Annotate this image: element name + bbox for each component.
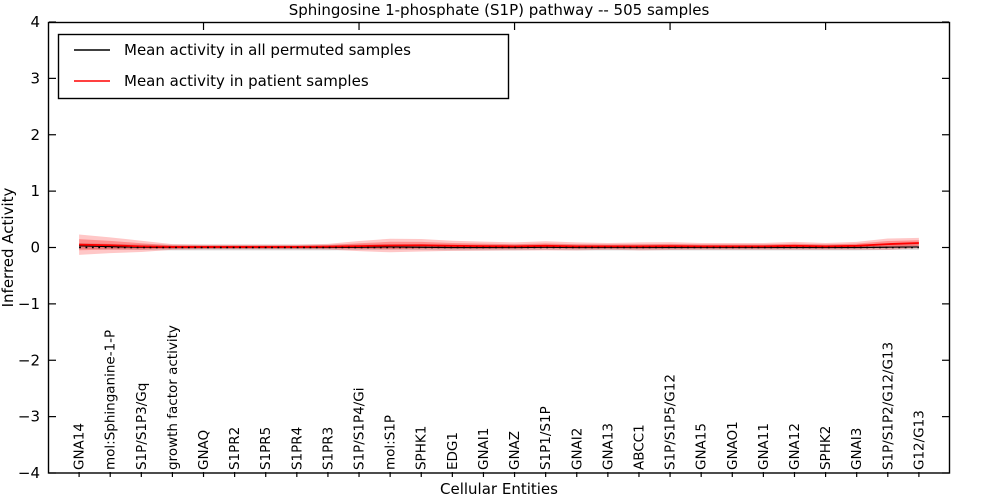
x-category-label: GNAI1 <box>476 428 492 470</box>
x-category-label: S1P/S1P4/Gi <box>352 388 368 471</box>
x-category-label: mol:Sphinganine-1-P <box>103 330 119 470</box>
y-tick-label: 0 <box>30 239 40 257</box>
x-category-label: GNA13 <box>600 423 616 470</box>
chart-title: Sphingosine 1-phosphate (S1P) pathway --… <box>289 1 710 19</box>
x-category-label: SPHK1 <box>414 426 430 470</box>
x-category-label: SPHK2 <box>818 426 834 470</box>
x-category-label: S1PR4 <box>289 427 305 470</box>
patient-std-band-outer <box>79 234 919 255</box>
x-category-label: S1PR3 <box>320 427 336 470</box>
patient-mean-line <box>79 242 919 248</box>
legend-label-permuted: Mean activity in all permuted samples <box>124 41 411 59</box>
plot-area: −4 −3 −2 −1 0 1 2 3 4 GNA14 mol:Sphinganine-1-P S1P… <box>18 13 949 482</box>
x-category-label: ABCC1 <box>631 424 647 470</box>
x-category-label: GNAO1 <box>725 421 741 470</box>
x-category-label: GNAQ <box>196 430 212 470</box>
x-category-label: growth factor activity <box>165 325 181 470</box>
y-tick-label: 4 <box>30 13 40 31</box>
y-tick-label: 1 <box>30 182 40 200</box>
x-category-label: mol:S1P <box>383 415 399 470</box>
x-category-label: GNAI2 <box>569 428 585 470</box>
x-category-label: GNAZ <box>507 431 523 470</box>
x-category-label: EDG1 <box>445 432 461 470</box>
x-category-label: GNA14 <box>72 423 88 470</box>
x-category-label: S1PR2 <box>227 427 243 470</box>
x-category-label: GNA15 <box>694 423 710 470</box>
x-category-label: S1P/S1P2/G12/G13 <box>880 342 896 470</box>
x-category-label: G12/G13 <box>911 410 927 470</box>
legend-label-patient: Mean activity in patient samples <box>124 72 369 90</box>
axes-frame <box>47 21 951 474</box>
y-tick-label: −4 <box>18 464 40 482</box>
y-tick-label: −3 <box>18 408 40 426</box>
y-tick-label: −2 <box>18 351 40 369</box>
legend: Mean activity in all permuted samples Me… <box>57 33 510 100</box>
x-axis-label: Cellular Entities <box>440 480 558 498</box>
x-category-label: GNA11 <box>756 423 772 470</box>
x-category-label: GNAI3 <box>849 428 865 470</box>
legend-box <box>57 33 510 100</box>
y-tick-label: 3 <box>30 69 40 87</box>
y-tick-label: 2 <box>30 126 40 144</box>
x-category-label: GNA12 <box>787 423 803 470</box>
x-category-label: S1P1/S1P <box>538 406 554 470</box>
x-category-label: S1P/S1P3/Gq <box>134 383 150 470</box>
y-tick-label: −1 <box>18 295 40 313</box>
y-axis-label: Inferred Activity <box>0 187 17 307</box>
x-category-label: S1PR5 <box>258 427 274 470</box>
x-category-label: S1P/S1P5/G12 <box>663 374 679 470</box>
